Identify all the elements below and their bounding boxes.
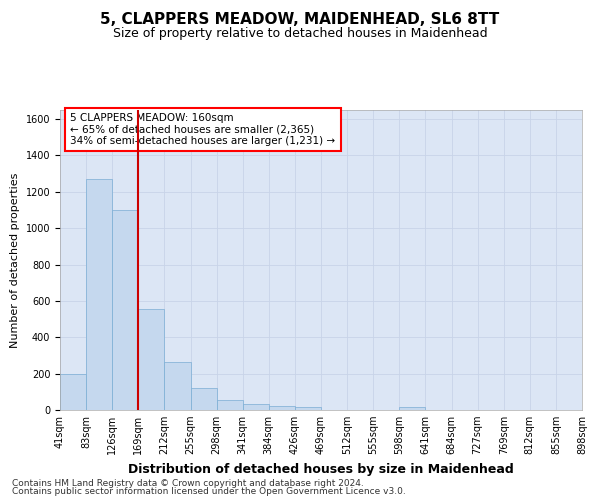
Bar <box>400 408 425 410</box>
Y-axis label: Number of detached properties: Number of detached properties <box>10 172 20 348</box>
Bar <box>60 374 86 410</box>
Text: Contains public sector information licensed under the Open Government Licence v3: Contains public sector information licen… <box>12 487 406 496</box>
Text: Contains HM Land Registry data © Crown copyright and database right 2024.: Contains HM Land Registry data © Crown c… <box>12 478 364 488</box>
Bar <box>112 210 139 410</box>
Bar <box>269 406 295 410</box>
Bar <box>242 404 269 410</box>
Bar <box>295 408 321 410</box>
Bar <box>217 400 243 410</box>
Text: 5 CLAPPERS MEADOW: 160sqm
← 65% of detached houses are smaller (2,365)
34% of se: 5 CLAPPERS MEADOW: 160sqm ← 65% of detac… <box>70 113 335 146</box>
X-axis label: Distribution of detached houses by size in Maidenhead: Distribution of detached houses by size … <box>128 462 514 475</box>
Bar <box>164 362 191 410</box>
Bar <box>139 310 164 410</box>
Text: Size of property relative to detached houses in Maidenhead: Size of property relative to detached ho… <box>113 28 487 40</box>
Bar <box>86 179 112 410</box>
Text: 5, CLAPPERS MEADOW, MAIDENHEAD, SL6 8TT: 5, CLAPPERS MEADOW, MAIDENHEAD, SL6 8TT <box>100 12 500 28</box>
Bar <box>191 388 217 410</box>
